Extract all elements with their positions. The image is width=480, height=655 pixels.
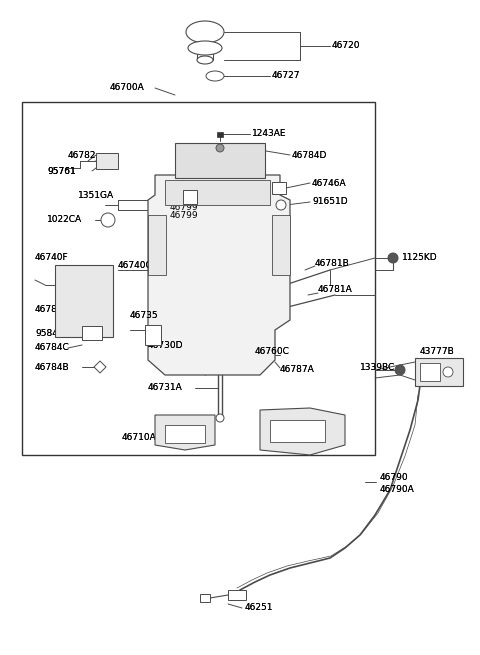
Bar [165, 425, 205, 443]
Text: 95840: 95840 [35, 329, 64, 337]
Circle shape [276, 200, 286, 210]
Bar [228, 590, 246, 600]
Text: 46784D: 46784D [292, 151, 327, 160]
Text: 46784B: 46784B [35, 362, 70, 371]
Text: 46790: 46790 [380, 474, 408, 483]
Text: 1243AE: 1243AE [252, 130, 287, 138]
Text: 46727: 46727 [272, 71, 300, 81]
Text: 1022CA: 1022CA [47, 215, 82, 225]
Text: 1351GA: 1351GA [78, 191, 114, 200]
Text: 46784C: 46784C [35, 343, 70, 352]
Text: 46760C: 46760C [255, 348, 290, 356]
Text: 46700A: 46700A [110, 83, 145, 92]
Bar [420, 363, 440, 381]
Text: 95761: 95761 [47, 166, 76, 176]
Text: 95840: 95840 [35, 329, 64, 337]
Circle shape [101, 213, 115, 227]
Text: 46799: 46799 [170, 210, 199, 219]
Text: 46784: 46784 [35, 305, 63, 314]
Text: 46727: 46727 [272, 71, 300, 81]
Text: 46784C: 46784C [35, 343, 70, 352]
Text: 46700A: 46700A [110, 83, 145, 92]
Bar [175, 143, 265, 178]
Polygon shape [260, 408, 345, 455]
Text: 46787A: 46787A [280, 365, 315, 375]
Bar [165, 180, 270, 205]
Text: 46781B: 46781B [315, 259, 350, 267]
Bar [415, 358, 463, 386]
Text: 91651D: 91651D [312, 198, 348, 206]
Text: 46730D: 46730D [148, 341, 183, 350]
Text: 46740G: 46740G [118, 261, 154, 269]
Text: 46787A: 46787A [280, 365, 315, 375]
Text: 46746A: 46746A [312, 179, 347, 187]
Ellipse shape [206, 71, 224, 81]
Text: 46720: 46720 [332, 41, 360, 50]
Text: 46781A: 46781A [318, 286, 353, 295]
Bar [82, 326, 102, 340]
Bar [55, 265, 113, 337]
Text: 95761: 95761 [47, 166, 76, 176]
Text: 46782: 46782 [68, 151, 96, 160]
Text: 43777B: 43777B [420, 348, 455, 356]
Text: 46740G: 46740G [118, 261, 154, 269]
Circle shape [388, 253, 398, 263]
Circle shape [216, 414, 224, 422]
Text: 46735: 46735 [130, 312, 158, 320]
Text: 46710A: 46710A [122, 434, 157, 443]
Text: 46784: 46784 [35, 305, 63, 314]
Text: 46735: 46735 [130, 312, 158, 320]
Text: 46740F: 46740F [35, 253, 69, 263]
Text: 46720: 46720 [332, 41, 360, 50]
Text: 91651D: 91651D [312, 198, 348, 206]
Text: 46790A: 46790A [380, 485, 415, 495]
Circle shape [395, 365, 405, 375]
Circle shape [443, 367, 453, 377]
Text: 46790A: 46790A [380, 485, 415, 495]
Text: 46782: 46782 [68, 151, 96, 160]
Ellipse shape [186, 21, 224, 43]
Bar [272, 215, 290, 275]
Text: 46730D: 46730D [148, 341, 183, 350]
Bar [200, 594, 210, 602]
Text: 46784B: 46784B [35, 362, 70, 371]
Text: 46710A: 46710A [122, 434, 157, 443]
Text: 1339BC: 1339BC [360, 364, 395, 373]
Bar [217, 132, 223, 137]
Ellipse shape [197, 56, 213, 64]
Text: 46740F: 46740F [35, 253, 69, 263]
Text: 1351GA: 1351GA [78, 191, 114, 200]
Text: 46731A: 46731A [148, 383, 183, 392]
Text: 1243AE: 1243AE [252, 130, 287, 138]
Text: 46781A: 46781A [318, 286, 353, 295]
Text: 1125KD: 1125KD [402, 253, 438, 263]
Ellipse shape [188, 41, 222, 55]
Bar [270, 420, 325, 442]
Text: 46746A: 46746A [312, 179, 347, 187]
Text: 1339BC: 1339BC [360, 364, 395, 373]
Bar [272, 182, 286, 194]
Bar [145, 325, 161, 345]
Circle shape [216, 144, 224, 152]
Text: 46790: 46790 [380, 474, 408, 483]
Polygon shape [148, 175, 290, 375]
Text: 46760C: 46760C [255, 348, 290, 356]
Bar [148, 215, 166, 275]
Bar [183, 190, 197, 204]
Bar [22, 102, 375, 455]
Text: 46251: 46251 [245, 603, 274, 612]
Text: 1022CA: 1022CA [47, 215, 82, 225]
Text: 46770B: 46770B [285, 434, 320, 443]
Text: 46770B: 46770B [285, 434, 320, 443]
Text: 46781B: 46781B [315, 259, 350, 267]
Text: 46251: 46251 [245, 603, 274, 612]
Text: 43777B: 43777B [420, 348, 455, 356]
Bar [96, 153, 118, 169]
Polygon shape [155, 415, 215, 450]
Text: 1125KD: 1125KD [402, 253, 438, 263]
Text: 46784D: 46784D [292, 151, 327, 160]
Text: 46731A: 46731A [148, 383, 183, 392]
Text: 95761: 95761 [47, 166, 76, 176]
Text: 46799: 46799 [170, 204, 199, 212]
